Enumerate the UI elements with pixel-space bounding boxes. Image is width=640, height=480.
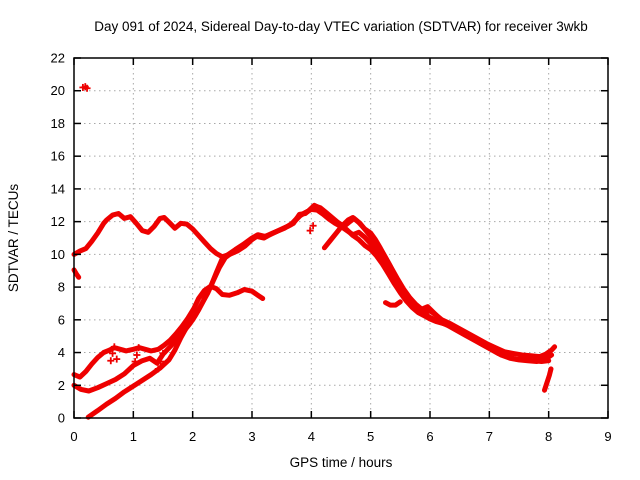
x-tick-label: 9 [604,429,611,444]
x-axis-label: GPS time / hours [290,455,393,470]
series-outlier-cluster [79,83,91,92]
y-tick-label: 2 [58,378,65,393]
y-tick-label: 10 [51,247,65,262]
series-main-trace [71,203,558,360]
y-tick-label: 16 [51,149,65,164]
y-tick-label: 0 [58,411,65,426]
y-tick-label: 4 [58,345,65,360]
y-tick-label: 12 [51,214,65,229]
y-tick-label: 20 [51,83,65,98]
data-series [71,83,558,420]
x-tick-label: 1 [130,429,137,444]
series-late-riser-trace [321,215,442,321]
y-tick-label: 14 [51,181,65,196]
y-axis-label: SDTVAR / TECUs [6,184,21,293]
series-jitter-points [107,222,317,373]
y-tick-label: 18 [51,116,65,131]
x-tick-label: 6 [426,429,433,444]
x-tick-label: 2 [189,429,196,444]
series-rising-trace [85,202,552,420]
series-short-segment-high [71,267,82,280]
x-tick-label: 5 [367,429,374,444]
x-tick-label: 4 [308,429,315,444]
series-second-trace [71,206,555,394]
series-end-tail-segment [542,366,554,393]
x-tick-label: 8 [545,429,552,444]
y-tick-label: 6 [58,312,65,327]
x-tick-label: 3 [248,429,255,444]
y-tick-label: 22 [51,51,65,66]
x-tick-label: 0 [70,429,77,444]
plot-border [73,57,609,419]
chart-title: Day 091 of 2024, Sidereal Day-to-day VTE… [94,19,587,34]
series-arch-trace [71,283,266,380]
y-tick-label: 8 [58,280,65,295]
series-short-segment-mid [383,299,403,308]
x-tick-label: 7 [486,429,493,444]
